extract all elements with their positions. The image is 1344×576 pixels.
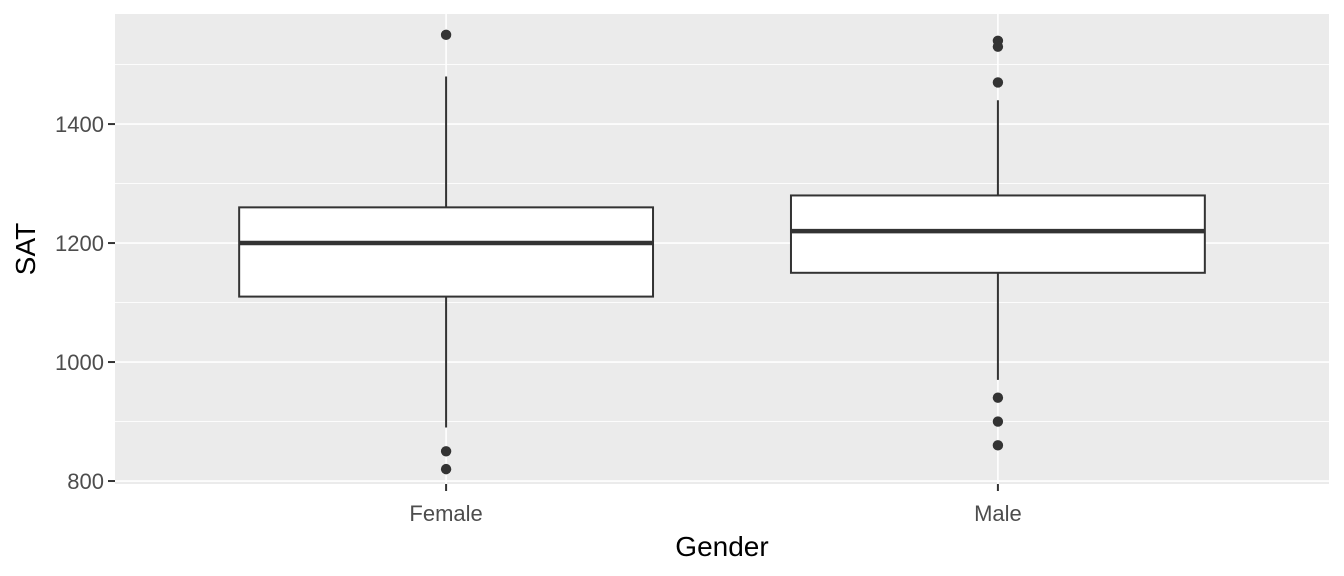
outlier-point — [992, 41, 1004, 52]
iqr-box — [238, 206, 655, 298]
outlier-point — [440, 463, 452, 475]
x-tick-label: Female — [409, 501, 482, 526]
y-tick-label: 800 — [67, 469, 104, 494]
outlier-point — [992, 392, 1004, 403]
y-tick-label: 1000 — [55, 350, 104, 375]
iqr-box — [789, 194, 1206, 274]
outlier-point — [440, 446, 452, 457]
outlier-point — [992, 440, 1004, 451]
x-tick-label: Male — [974, 501, 1022, 526]
y-tick-label: 1400 — [55, 112, 104, 137]
y-tick-label: 1200 — [55, 231, 104, 256]
x-axis-title: Gender — [675, 531, 769, 562]
y-axis-title: SAT — [10, 222, 41, 276]
outlier-point — [440, 29, 452, 41]
outlier-point — [992, 77, 1004, 88]
outlier-point — [992, 416, 1004, 427]
